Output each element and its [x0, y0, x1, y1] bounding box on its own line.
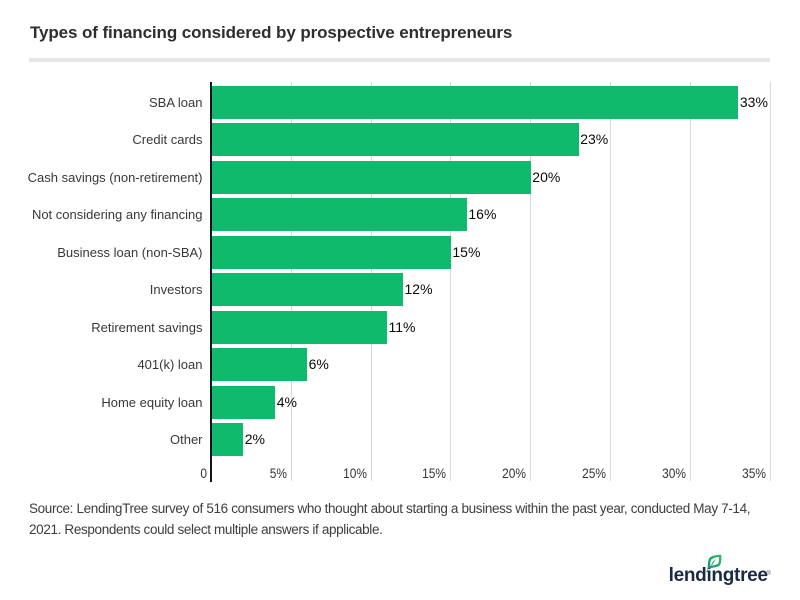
svg-text:®: ® [766, 570, 771, 577]
svg-text:lendingtree: lendingtree [669, 565, 768, 586]
